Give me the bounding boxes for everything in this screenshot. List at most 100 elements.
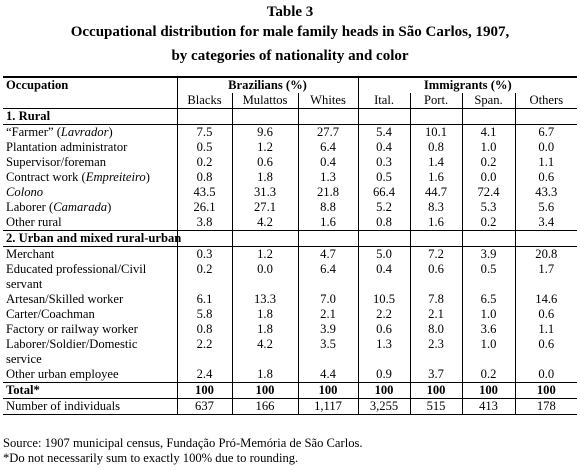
value-cell: 0.6 <box>231 155 298 170</box>
occupation-suffix: ) <box>107 200 112 214</box>
value-cell: 0.0 <box>514 140 578 155</box>
value-cell: 1.8 <box>231 307 298 322</box>
occupation-label: Other rural <box>6 215 62 229</box>
total-row: Total* 100 100 100 100 100 100 100 <box>3 382 578 399</box>
value-cell: 0.6 <box>357 322 411 337</box>
value-cell: 3.7 <box>409 367 463 383</box>
value-cell: 0.3 <box>176 246 232 262</box>
value-cell: 1,117 <box>297 398 359 415</box>
table-row: Artesan/Skilled worker 6.1 13.3 7.0 10.5 7.8 6… <box>3 292 578 307</box>
value-cell: 3.4 <box>514 215 578 231</box>
occupation-label: Laborer ( <box>6 200 54 214</box>
column-header: Ital. <box>357 93 411 109</box>
value-cell: 43.5 <box>176 185 232 200</box>
table-row: Colono 43.5 31.3 21.8 66.4 44.7 72.4 43.3 <box>3 185 578 200</box>
value-cell: 6.5 <box>461 292 516 307</box>
value-cell: 31.3 <box>231 185 298 200</box>
occupation-term: Camarada <box>53 200 108 214</box>
occupation-cell: Plantation administrator <box>3 140 177 155</box>
table-title: Occupational distribution for male famil… <box>70 24 510 40</box>
header-row-columns: Blacks Mulattos Whites Ital. Port. Span.… <box>3 93 578 109</box>
occupation-label: “Farmer” ( <box>6 125 61 139</box>
value-cell: 1.8 <box>231 170 298 185</box>
value-cell: 4.4 <box>297 367 359 383</box>
value-cell: 6.7 <box>514 124 578 140</box>
immigrants-header: Immigrants (%) <box>357 76 578 93</box>
occupation-table: Occupation Brazilians (%) Immigrants (%)… <box>3 76 578 415</box>
individuals-row: Number of individuals 637 166 1,117 3,255 515… <box>3 398 578 415</box>
value-cell: 2.4 <box>176 367 232 383</box>
value-cell: 0.8 <box>357 215 411 231</box>
value-cell: 3.6 <box>461 322 516 337</box>
value-cell: 0.0 <box>461 170 516 185</box>
value-cell: 14.6 <box>514 292 578 307</box>
value-cell: 2.2 <box>176 337 232 367</box>
occupation-cell: Educated professional/Civil servant <box>3 262 177 292</box>
value-cell: 0.0 <box>231 262 298 292</box>
value-cell: 178 <box>514 398 578 415</box>
value-cell: 3.8 <box>176 215 232 231</box>
occupation-cell: Other urban employee <box>3 367 177 383</box>
value-cell: 4.2 <box>231 215 298 231</box>
value-cell: 10.1 <box>409 124 463 140</box>
column-header: Mulattos <box>231 93 298 109</box>
value-cell: 0.6 <box>514 337 578 367</box>
occupation-suffix: ) <box>145 170 150 184</box>
value-cell: 0.5 <box>461 262 516 292</box>
value-cell: 100 <box>357 382 411 399</box>
table-row: Carter/Coachman 5.8 1.8 2.1 2.2 2.1 1.0 0.6 <box>3 307 578 322</box>
occupation-cell: Supervisor/foreman <box>3 155 177 170</box>
value-cell: 1.6 <box>409 215 463 231</box>
value-cell: 5.4 <box>357 124 411 140</box>
value-cell: 2.1 <box>409 307 463 322</box>
value-cell: 166 <box>231 398 298 415</box>
value-cell: 1.0 <box>461 337 516 367</box>
table-row: Contract work (Empreiteiro) 0.8 1.8 1.3 0.5 1… <box>3 170 578 185</box>
table-row: Supervisor/foreman 0.2 0.6 0.4 0.3 1.4 0.2 1.1 <box>3 155 578 170</box>
occupation-label: Laborer/Soldier/Domestic service <box>6 337 138 366</box>
value-cell: 0.9 <box>357 367 411 383</box>
occupation-label: Other urban employee <box>6 367 119 381</box>
value-cell: 0.6 <box>514 307 578 322</box>
value-cell: 0.6 <box>409 262 463 292</box>
value-cell: 1.2 <box>231 246 298 262</box>
value-cell: 7.5 <box>176 124 232 140</box>
value-cell: 0.8 <box>176 170 232 185</box>
value-cell: 0.3 <box>357 155 411 170</box>
value-cell: 27.7 <box>297 124 359 140</box>
occupation-suffix: ) <box>108 125 113 139</box>
value-cell: 0.5 <box>176 140 232 155</box>
value-cell: 0.8 <box>409 140 463 155</box>
occupation-label: Merchant <box>6 247 55 261</box>
value-cell: 4.7 <box>297 246 359 262</box>
occupation-label: Educated professional/Civil servant <box>6 262 147 291</box>
occupation-label: Factory or railway worker <box>6 322 138 336</box>
occupation-cell: Other rural <box>3 215 177 231</box>
value-cell: 1.4 <box>409 155 463 170</box>
value-cell: 100 <box>409 382 463 399</box>
value-cell: 100 <box>514 382 578 399</box>
column-header: Port. <box>409 93 463 109</box>
value-cell: 3.9 <box>461 246 516 262</box>
value-cell: 1.2 <box>231 140 298 155</box>
value-cell: 1.6 <box>409 170 463 185</box>
rounding-note: *Do not necessarily sum to exactly 100% … <box>3 451 299 465</box>
occupation-label: Carter/Coachman <box>6 307 95 321</box>
value-cell: 5.6 <box>514 200 578 215</box>
value-cell: 3.9 <box>297 322 359 337</box>
value-cell: 1.6 <box>297 215 359 231</box>
column-header: Span. <box>461 93 516 109</box>
value-cell: 4.2 <box>231 337 298 367</box>
column-header: Whites <box>297 93 359 109</box>
section-label: 2. Urban and mixed rural-urban <box>3 230 181 247</box>
value-cell: 8.8 <box>297 200 359 215</box>
value-cell: 8.0 <box>409 322 463 337</box>
brazilians-header: Brazilians (%) <box>176 76 359 93</box>
value-cell: 13.3 <box>231 292 298 307</box>
value-cell: 7.8 <box>409 292 463 307</box>
table-body: 1. Rural “Farmer” (Lavrador) 7.5 9.6 27.7 5.4… <box>3 108 578 415</box>
occupation-cell: Colono <box>3 185 177 200</box>
value-cell: 1.7 <box>514 262 578 292</box>
value-cell: 5.0 <box>357 246 411 262</box>
value-cell: 0.4 <box>357 140 411 155</box>
